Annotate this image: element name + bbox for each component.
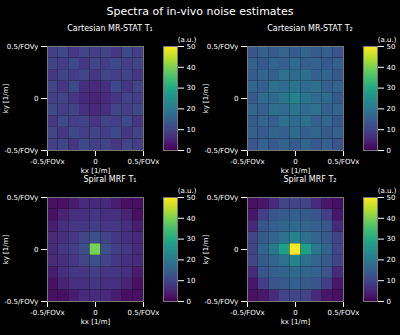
svg-text:50: 50 [186,42,196,51]
svg-text:20: 20 [187,256,196,264]
svg-text:50: 50 [186,193,196,202]
svg-text:0: 0 [93,158,97,166]
html-text:Spectra of in-vivo noise estim: Spectra of in-vivo noise estimates [106,5,294,18]
svg-text:0: 0 [187,298,191,306]
svg-text:kx [1/m]: kx [1/m] [81,318,111,326]
svg-text:50: 50 [386,42,396,51]
svg-text:-0.5/FOVy: -0.5/FOVy [204,298,238,306]
svg-text:-0.5/FOVy: -0.5/FOVy [4,147,38,155]
svg-text:30: 30 [387,84,396,92]
svg-text:30: 30 [387,235,396,243]
svg-text:0: 0 [34,95,38,103]
svg-text:ky [1/m]: ky [1/m] [2,235,10,265]
svg-text:kx [1/m]: kx [1/m] [81,167,111,175]
svg-text:(a.u.): (a.u.) [178,36,197,44]
svg-text:(a.u.): (a.u.) [178,187,197,195]
svg-text:0: 0 [234,246,238,254]
svg-text:10: 10 [387,277,396,285]
svg-text:0.5/FOVy: 0.5/FOVy [207,43,239,51]
svg-text:ky [1/m]: ky [1/m] [202,235,210,265]
svg-text:0.5/FOVx: 0.5/FOVx [128,309,159,317]
svg-text:0: 0 [93,309,97,317]
svg-text:0: 0 [293,309,297,317]
svg-text:ky [1/m]: ky [1/m] [2,84,10,114]
svg-text:kx [1/m]: kx [1/m] [281,167,311,175]
svg-text:20: 20 [187,105,196,113]
svg-text:0.5/FOVy: 0.5/FOVy [7,194,39,202]
svg-text:40: 40 [387,64,396,72]
svg-text:10: 10 [387,126,396,134]
svg-text:40: 40 [387,215,396,223]
svg-text:0: 0 [234,95,238,103]
svg-text:0.5/FOVx: 0.5/FOVx [128,158,159,166]
svg-text:-0.5/FOVy: -0.5/FOVy [204,147,238,155]
svg-text:20: 20 [387,256,396,264]
html-text:Spiral MRF T₁: Spiral MRF T₁ [83,175,137,184]
svg-text:kx [1/m]: kx [1/m] [281,318,311,326]
svg-text:0.5/FOVy: 0.5/FOVy [207,194,239,202]
svg-text:0: 0 [187,147,191,155]
svg-text:0: 0 [387,298,391,306]
svg-text:0.5/FOVx: 0.5/FOVx [328,158,359,166]
svg-text:40: 40 [187,215,196,223]
svg-text:0: 0 [34,246,38,254]
svg-text:0: 0 [293,158,297,166]
html-text:Cartesian MR-STAT T₂: Cartesian MR-STAT T₂ [267,24,353,33]
svg-text:50: 50 [386,193,396,202]
svg-text:20: 20 [387,105,396,113]
svg-text:ky [1/m]: ky [1/m] [202,84,210,114]
svg-text:-0.5/FOVx: -0.5/FOVx [30,158,64,166]
html-text:Spiral MRF T₂: Spiral MRF T₂ [283,175,337,184]
svg-text:-0.5/FOVx: -0.5/FOVx [230,158,264,166]
svg-text:-0.5/FOVy: -0.5/FOVy [4,298,38,306]
svg-text:0: 0 [387,147,391,155]
svg-text:(a.u.): (a.u.) [378,187,397,195]
svg-text:0.5/FOVx: 0.5/FOVx [328,309,359,317]
svg-text:30: 30 [187,235,196,243]
svg-text:-0.5/FOVx: -0.5/FOVx [30,309,64,317]
svg-text:10: 10 [187,126,196,134]
svg-text:10: 10 [187,277,196,285]
html-text:Cartesian MR-STAT T₁: Cartesian MR-STAT T₁ [67,24,153,33]
svg-text:-0.5/FOVx: -0.5/FOVx [230,309,264,317]
svg-text:30: 30 [187,84,196,92]
svg-text:40: 40 [187,64,196,72]
svg-text:(a.u.): (a.u.) [378,36,397,44]
svg-text:0.5/FOVy: 0.5/FOVy [7,43,39,51]
